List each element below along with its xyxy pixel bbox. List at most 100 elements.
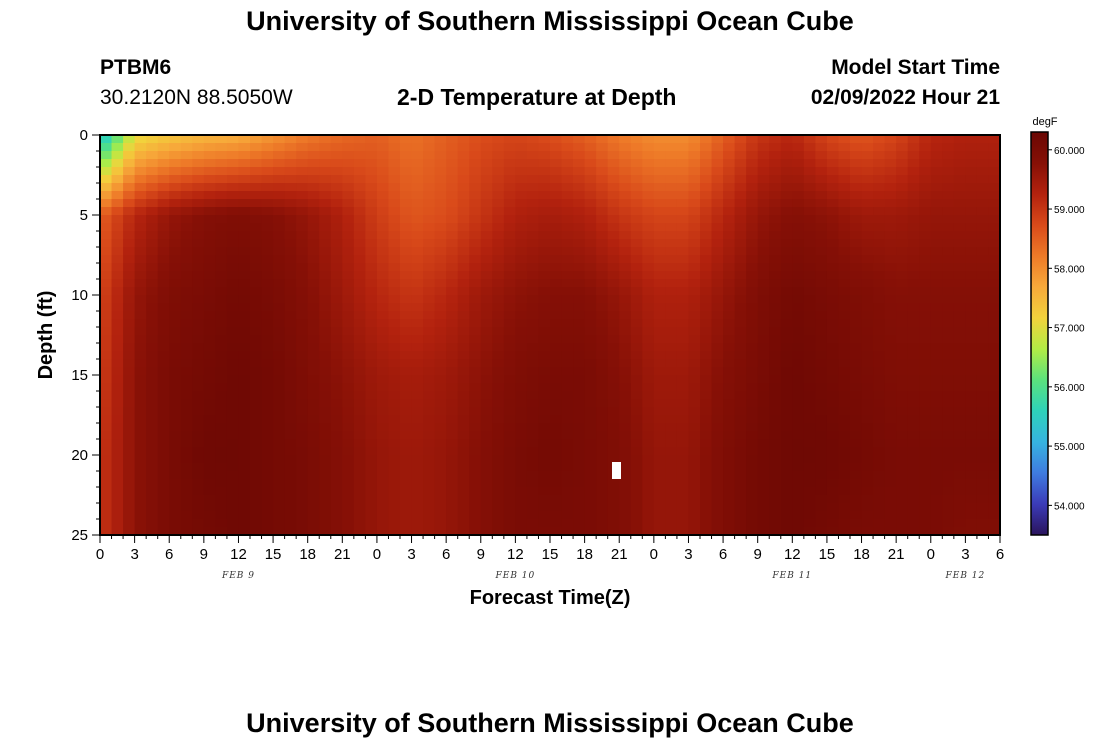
heatmap-cell [561,279,574,288]
heatmap-cell [342,415,355,424]
heatmap-cell [550,207,563,216]
heatmap-cell [376,423,390,432]
heatmap-cell [596,407,609,416]
heatmap-cell [123,519,136,528]
heatmap-cell [734,231,747,240]
heatmap-cell [469,431,482,440]
heatmap-cell [238,479,251,488]
heatmap-cell [676,503,690,512]
heatmap-cell [261,263,274,272]
heatmap-cell [469,183,482,192]
heatmap-cell [596,423,609,432]
heatmap-cell [976,239,990,248]
heatmap-cell [342,319,355,328]
heatmap-cell [861,503,874,512]
heatmap-cell [619,191,632,200]
station-id: PTBM6 [100,56,172,79]
heatmap-cell [261,135,274,144]
heatmap-cell [919,143,932,152]
heatmap-cell [515,199,528,208]
heatmap-cell [688,447,701,456]
heatmap-cell [376,463,390,472]
heatmap-cell [215,191,228,200]
heatmap-cell [723,399,736,408]
heatmap-cell [596,207,609,216]
heatmap-cell [526,263,540,272]
heatmap-cell [319,447,332,456]
heatmap-cell [792,303,805,312]
heatmap-cell [400,263,413,272]
heatmap-cell [215,143,228,152]
heatmap-cell [307,287,320,296]
heatmap-cell [376,191,390,200]
heatmap-cell [919,367,932,376]
heatmap-cell [665,311,678,320]
heatmap-cell [815,391,828,400]
heatmap-cell [434,455,447,464]
heatmap-cell [780,367,793,376]
heatmap-cell [861,359,874,368]
heatmap-cell [665,327,678,336]
heatmap-cell [780,231,793,240]
heatmap-cell [861,519,874,528]
heatmap-cell [884,295,897,304]
heatmap-cell [423,143,436,152]
heatmap-cell [111,351,124,360]
heatmap-cell [538,407,551,416]
heatmap-cell [676,255,690,264]
heatmap-cell [238,167,251,176]
heatmap-cell [400,487,413,496]
heatmap-cell [919,423,932,432]
heatmap-cell [561,255,574,264]
heatmap-cell [192,407,205,416]
heatmap-cell [838,375,851,384]
heatmap-cell [261,255,274,264]
colorbar-tick-label: 57.000 [1054,324,1085,335]
heatmap-cell [376,175,390,184]
heatmap-cell [203,455,216,464]
heatmap-cell [803,351,816,360]
heatmap-cell [942,167,955,176]
heatmap-cell [688,335,701,344]
heatmap-cell [607,359,620,368]
heatmap-cell [215,375,228,384]
heatmap-cell [146,431,159,440]
heatmap-cell [250,463,263,472]
heatmap-cell [365,479,378,488]
heatmap-cell [757,407,770,416]
heatmap-cell [665,151,678,160]
heatmap-cell [550,183,563,192]
heatmap-cell [157,447,170,456]
heatmap-cell [746,463,759,472]
heatmap-cell [907,375,920,384]
heatmap-cell [734,359,747,368]
heatmap-cell [526,351,540,360]
heatmap-cell [561,335,574,344]
heatmap-cell [607,415,620,424]
heatmap-cell [734,511,747,520]
heatmap-cell [561,135,574,144]
heatmap-cell [146,511,159,520]
heatmap-cell [596,199,609,208]
heatmap-cell [203,247,216,256]
heatmap-cell [884,207,897,216]
heatmap-cell [746,135,759,144]
heatmap-cell [573,183,586,192]
heatmap-cell [550,495,563,504]
heatmap-cell [561,519,574,528]
heatmap-cell [688,383,701,392]
heatmap-cell [388,223,401,232]
heatmap-cell [261,439,274,448]
heatmap-cell [203,231,216,240]
heatmap-cell [919,519,932,528]
heatmap-cell [896,495,909,504]
heatmap-cell [757,351,770,360]
heatmap-cell [388,239,401,248]
heatmap-cell [700,279,713,288]
heatmap-cell [676,143,690,152]
heatmap-cell [388,143,401,152]
heatmap-cell [296,159,309,168]
heatmap-cell [734,399,747,408]
heatmap-cell [953,311,966,320]
heatmap-cell [238,351,251,360]
